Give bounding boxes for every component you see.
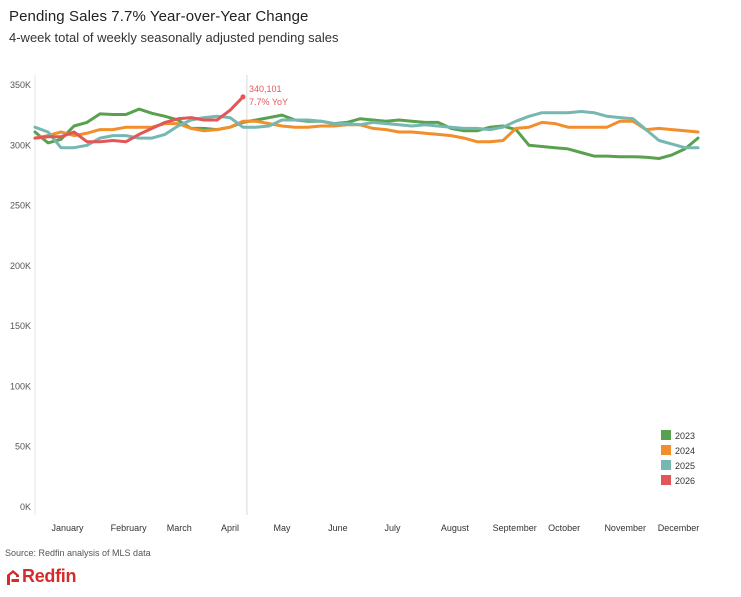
series-line-2024[interactable] [33, 119, 700, 144]
x-tick-label: October [548, 523, 580, 533]
x-tick-label: September [493, 523, 537, 533]
x-tick-label: May [273, 523, 291, 533]
y-tick-label: 300K [10, 140, 31, 150]
legend-swatch-2023[interactable] [661, 430, 671, 440]
x-tick-label: November [604, 523, 646, 533]
annotation-layer: 340,101 7.7% YoY [240, 84, 288, 107]
y-axis: 0K 50K 100K 150K 200K 250K 300K 350K [10, 75, 36, 515]
y-tick-label: 100K [10, 381, 31, 391]
redfin-logo[interactable]: Redfin [5, 566, 77, 587]
x-tick-label: February [111, 523, 148, 533]
annotation-point [240, 94, 246, 100]
x-tick-label: July [384, 523, 401, 533]
y-tick-label: 50K [15, 442, 31, 452]
legend-swatch-2024[interactable] [661, 445, 671, 455]
y-tick-label: 350K [10, 80, 31, 90]
legend-label-2023[interactable]: 2023 [675, 431, 695, 441]
chart-title: Pending Sales 7.7% Year-over-Year Change [9, 8, 309, 25]
legend-label-2026[interactable]: 2026 [675, 476, 695, 486]
redfin-house-icon [7, 569, 19, 585]
x-tick-label: April [221, 523, 239, 533]
x-tick-label: January [51, 523, 84, 533]
series-line-2026[interactable] [33, 95, 245, 144]
legend[interactable]: 2023 2024 2025 2026 [661, 430, 695, 486]
series-line-2025[interactable] [33, 110, 700, 150]
source-note: Source: Redfin analysis of MLS data [5, 548, 151, 558]
y-tick-label: 150K [10, 321, 31, 331]
redfin-wordmark: Redfin [22, 566, 77, 586]
x-tick-label: August [441, 523, 470, 533]
x-tick-label: March [167, 523, 192, 533]
legend-swatch-2026[interactable] [661, 475, 671, 485]
series-line-2023[interactable] [33, 107, 700, 160]
annotation-label: 7.7% YoY [249, 97, 288, 107]
x-axis: January February March April May June July Augu… [51, 523, 699, 533]
legend-swatch-2025[interactable] [661, 460, 671, 470]
annotation-label: 340,101 [249, 84, 282, 94]
x-tick-label: December [658, 523, 700, 533]
legend-label-2025[interactable]: 2025 [675, 461, 695, 471]
y-tick-label: 0K [20, 502, 31, 512]
y-tick-label: 200K [10, 261, 31, 271]
y-tick-label: 250K [10, 201, 31, 211]
chart-subtitle: 4-week total of weekly seasonally adjust… [9, 30, 339, 45]
series-layer [33, 95, 700, 160]
x-tick-label: June [328, 523, 348, 533]
legend-label-2024[interactable]: 2024 [675, 446, 695, 456]
